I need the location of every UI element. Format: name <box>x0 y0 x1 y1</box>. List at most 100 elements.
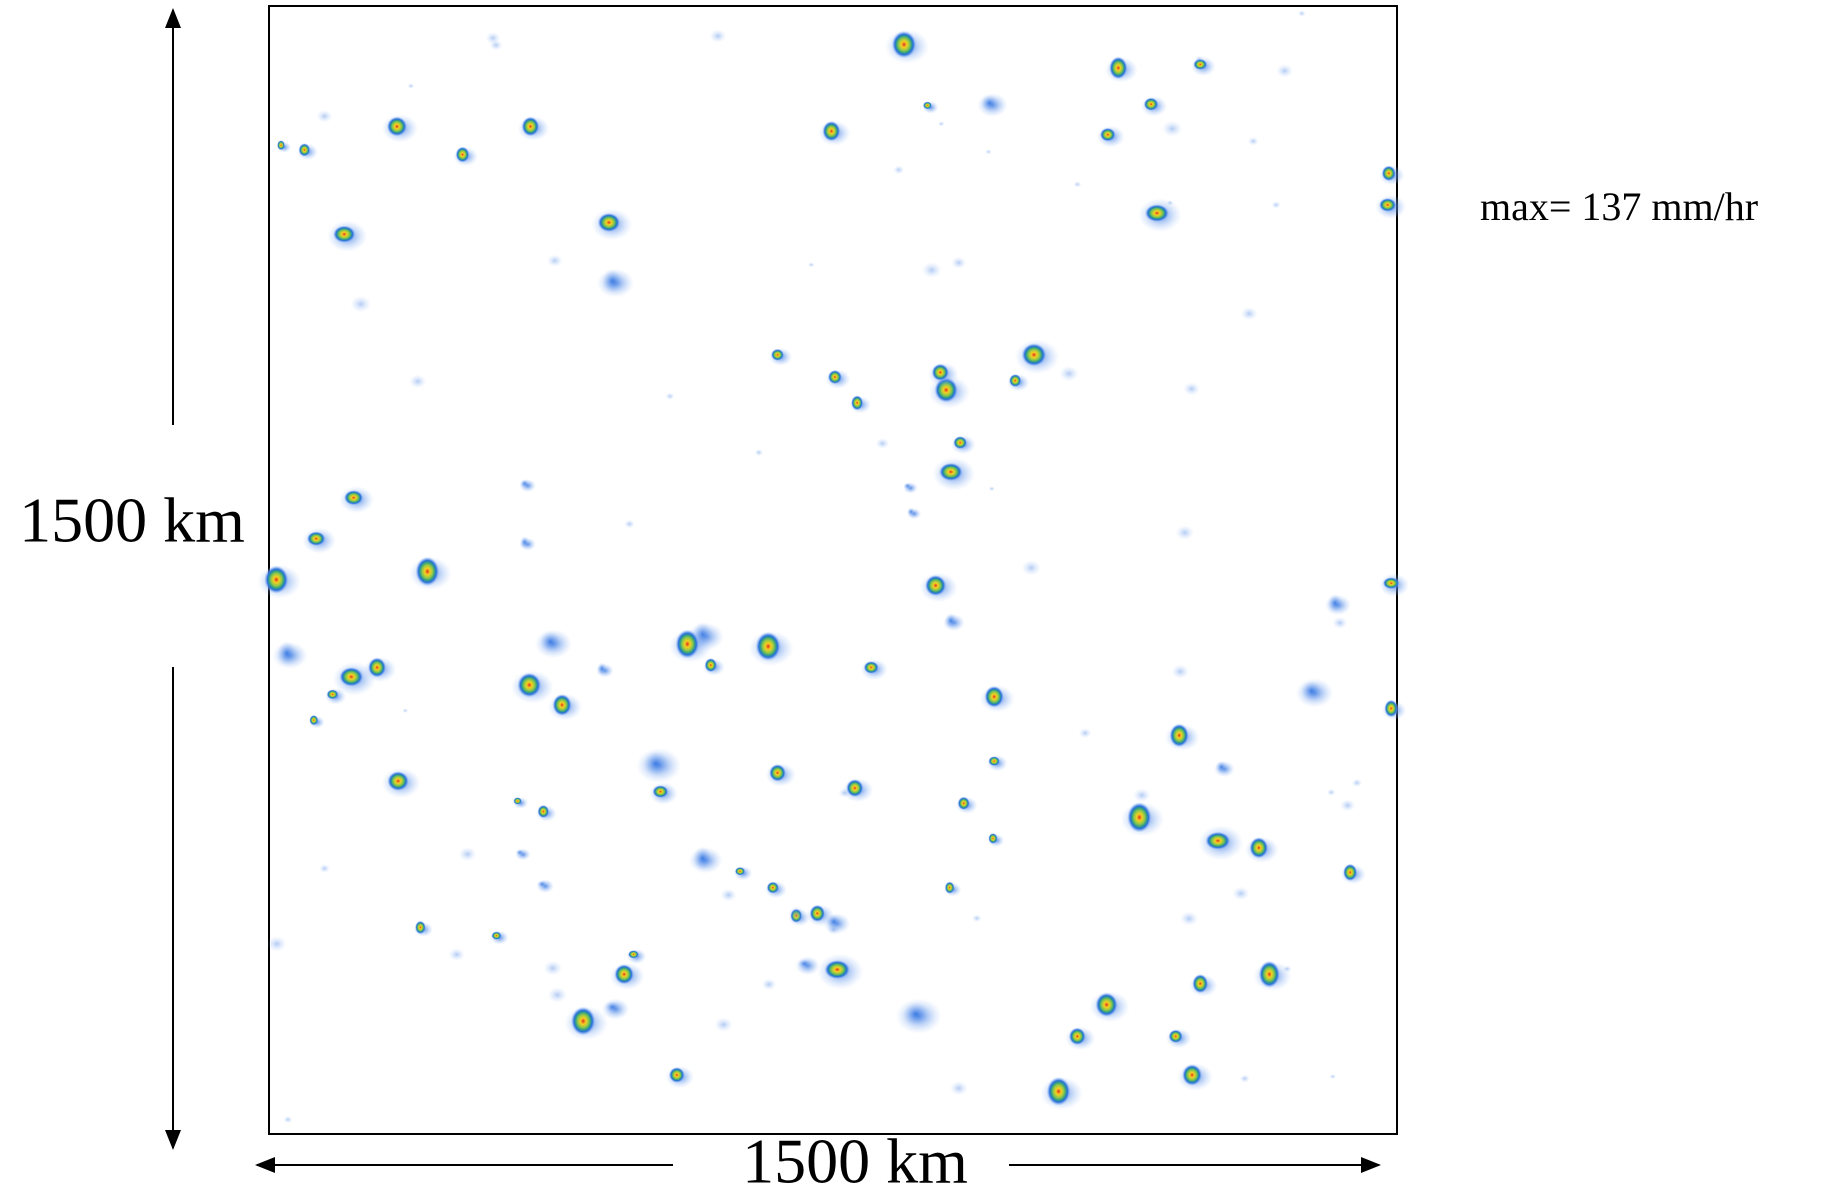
rain-cell <box>350 296 371 313</box>
rain-cell <box>958 797 970 810</box>
rain-cell <box>491 931 501 939</box>
rain-cell <box>448 948 465 961</box>
rain-cell <box>1343 864 1357 881</box>
rain-cell <box>893 165 904 174</box>
rain-cell <box>945 881 955 893</box>
rain-cell <box>1276 64 1293 78</box>
rain-cell <box>1079 728 1092 738</box>
rain-cell <box>1328 594 1343 612</box>
rain-cell <box>571 1007 596 1036</box>
rain-cell <box>669 1067 685 1083</box>
rain-cell <box>988 756 1000 766</box>
figure: 1500 km 1500 km max= 137 mm/hr <box>0 0 1827 1188</box>
rain-cell <box>1332 617 1347 629</box>
rain-cell <box>537 880 547 887</box>
rain-cell <box>307 531 326 546</box>
rain-cell <box>1384 700 1398 718</box>
rain-cell <box>628 950 639 958</box>
rain-cell <box>516 849 525 856</box>
rain-cell <box>984 686 1003 708</box>
rain-cell <box>538 805 550 818</box>
rain-cell <box>1069 1028 1086 1046</box>
rain-cell <box>1047 1077 1071 1106</box>
rain-cell <box>1283 965 1292 972</box>
rain-cell <box>907 507 915 516</box>
rain-cell <box>939 463 963 481</box>
rain-cell <box>824 960 850 979</box>
rain-cell <box>675 630 699 659</box>
rain-cell <box>1021 560 1041 576</box>
rain-cell <box>1240 1074 1250 1082</box>
rain-cell <box>277 140 285 150</box>
max-label: max= 137 mm/hr <box>1480 184 1758 229</box>
rain-cell <box>543 961 562 976</box>
rain-cell <box>264 566 288 594</box>
rain-cell <box>614 964 634 984</box>
rain-cell <box>945 613 957 628</box>
rain-cell <box>864 661 879 674</box>
rain-cell <box>989 486 996 491</box>
rain-cell <box>988 833 997 844</box>
rain-cell <box>1022 343 1047 366</box>
rain-cell <box>309 715 318 725</box>
rain-cell <box>1340 799 1356 812</box>
rain-cell <box>851 395 863 410</box>
rain-cell <box>1095 992 1117 1017</box>
rain-cell <box>754 449 763 456</box>
rain-cell <box>597 662 607 674</box>
rain-cell <box>1162 120 1183 137</box>
rain-cell <box>1216 761 1228 774</box>
rain-cell <box>299 143 311 156</box>
rain-cell <box>953 436 967 449</box>
rain-cell <box>520 479 529 488</box>
rain-cell <box>1382 166 1396 182</box>
rain-cell <box>368 657 386 677</box>
rain-cell <box>387 117 407 137</box>
rain-cell <box>1232 886 1250 900</box>
rain-cell <box>771 349 784 361</box>
rain-cell <box>1205 832 1230 850</box>
rain-cell <box>1249 837 1268 858</box>
rain-cell <box>808 262 815 268</box>
rain-cell <box>828 370 842 384</box>
rain-cell <box>720 888 737 901</box>
rain-cell <box>693 846 712 870</box>
rain-cell <box>517 673 541 698</box>
width-label: 1500 km <box>742 1126 968 1188</box>
rain-cell <box>387 771 409 791</box>
rain-cell <box>1301 681 1322 701</box>
rain-cell <box>522 117 540 137</box>
rain-cell <box>409 374 426 388</box>
rain-cell <box>513 797 521 804</box>
rain-cell <box>602 269 623 292</box>
rain-cell <box>624 520 635 529</box>
rain-cell <box>456 147 470 163</box>
rain-cell <box>903 482 911 489</box>
rain-cell <box>333 225 356 242</box>
rain-cell <box>319 864 330 873</box>
rain-cell <box>1059 366 1079 382</box>
rain-cell <box>459 847 477 861</box>
rain-cell <box>981 95 998 111</box>
rain-cell <box>705 658 717 672</box>
rain-cell <box>277 641 296 665</box>
rain-cell <box>643 751 668 776</box>
rain-cell <box>327 689 339 699</box>
rain-cell <box>1145 204 1169 222</box>
rain-cell <box>1383 577 1400 589</box>
rain-cell <box>407 83 414 89</box>
rain-cell <box>938 121 945 126</box>
rain-cell <box>1183 382 1200 396</box>
rain-cell <box>1192 974 1208 993</box>
rain-cell <box>415 557 439 587</box>
rain-cell <box>1327 789 1336 796</box>
rain-cell <box>1100 128 1116 142</box>
rain-cell <box>922 262 942 278</box>
rain-cell <box>520 536 529 548</box>
rain-cell <box>798 959 812 969</box>
rain-cell <box>925 575 946 596</box>
rain-cell <box>415 921 426 934</box>
rain-cell <box>822 121 840 142</box>
rain-cell <box>1144 98 1159 111</box>
rain-cell <box>985 149 992 154</box>
